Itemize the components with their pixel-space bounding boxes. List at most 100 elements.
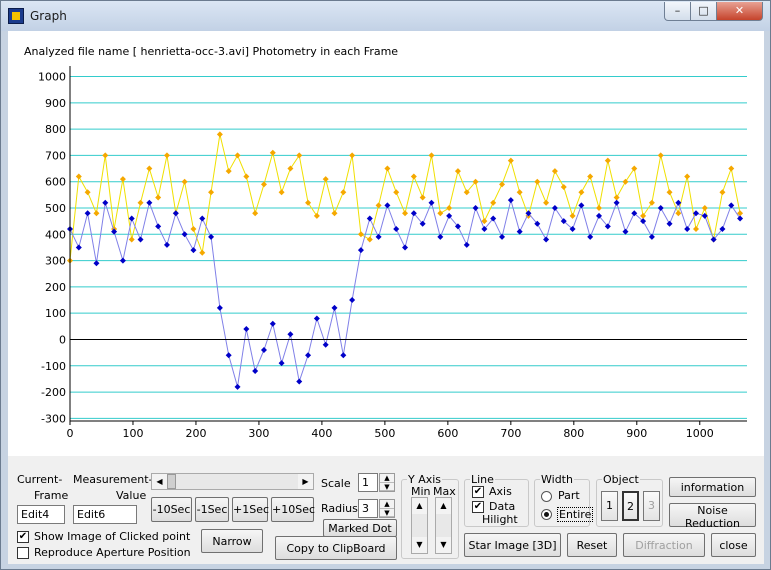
current-frame-input[interactable] [17,505,65,524]
series-1-point [675,210,682,217]
information-button[interactable]: information [669,477,756,497]
series-1-point [437,210,444,217]
y-min-up-icon[interactable]: ▲ [412,498,427,514]
radius-input[interactable] [358,499,378,518]
spin-up-icon[interactable]: ▲ [380,500,394,509]
series-1-point [393,189,400,196]
title-bar[interactable]: Graph – □ ✕ [1,1,770,31]
series-1-point [507,157,514,164]
y-min-down-icon[interactable]: ▼ [412,537,427,553]
y-tick-label: 600 [45,176,66,189]
data-hilight-checkbox[interactable]: ✔ [472,501,484,513]
series-2-point [472,205,479,211]
series-2-point [278,360,285,367]
y-max-up-icon[interactable]: ▲ [436,498,451,514]
reset-button[interactable]: Reset [567,533,617,557]
copy-to-clipboard-button[interactable]: Copy to ClipBoard [275,536,397,560]
series-1-point [163,152,170,159]
series-2-point [684,226,691,233]
series-1-point [146,165,153,172]
series-2-point [102,199,109,206]
measurement-value-input[interactable] [73,505,137,524]
spin-down-icon[interactable]: ▼ [380,509,394,517]
object-2-button[interactable]: 2 [622,491,639,521]
series-1-point [340,189,347,196]
series-2-point [446,212,453,219]
reproduce-aperture-label: Reproduce Aperture Position [34,546,191,559]
y-tick-label: 0 [59,333,66,346]
scale-spinner[interactable]: ▲ ▼ [379,473,395,492]
series-2-point [666,220,673,227]
scroll-left-icon[interactable]: ◀ [152,474,167,489]
narrow-button[interactable]: Narrow [201,529,263,553]
close-button[interactable]: close [711,533,756,557]
scroll-thumb[interactable] [167,474,176,489]
scroll-right-icon[interactable]: ▶ [298,474,313,489]
object-1-button[interactable]: 1 [601,491,618,521]
series-2-point [393,226,400,233]
photometry-chart[interactable]: Analyzed file name [ henrietta-occ-3.avi… [8,31,764,456]
reproduce-aperture-checkbox[interactable] [17,547,29,559]
y-axis-max-scroll[interactable]: ▲ ▼ [435,497,452,554]
star-image-3d-button[interactable]: Star Image [3D] [464,533,561,557]
data-label: Data [489,500,516,513]
diffraction-button[interactable]: Diffraction [623,533,705,557]
frame-scrollbar[interactable]: ◀ ▶ [151,473,314,490]
width-caption: Width [540,473,574,486]
series-2-point [454,223,461,230]
y-axis-min-label: Min [411,485,431,498]
noise-reduction-button[interactable]: Noise Reduction [669,503,756,530]
series-2-point [146,199,153,206]
close-window-button[interactable]: ✕ [716,2,763,21]
x-tick-label: 800 [563,427,584,440]
series-2-point [587,233,594,240]
y-axis-min-scroll[interactable]: ▲ ▼ [411,497,428,554]
series-2-point [560,218,567,225]
y-tick-label: 700 [45,149,66,162]
maximize-button[interactable]: □ [690,2,717,21]
series-2-point [313,315,320,322]
series-2-point [551,205,558,211]
spin-up-icon[interactable]: ▲ [380,474,394,483]
series-2-point [507,197,514,204]
series-2-point [640,218,647,225]
radius-spinner[interactable]: ▲ ▼ [379,499,395,518]
series-1-point [181,178,188,185]
series-1-point [463,189,470,196]
x-tick-label: 400 [311,427,332,440]
width-part-radio[interactable] [541,491,552,502]
series-layer[interactable] [67,131,744,390]
seek-plus-10sec-button[interactable]: +10Sec [271,497,315,522]
series-2-point [604,223,611,230]
series-1-point [296,152,303,159]
window-title: Graph [30,9,67,23]
y-max-down-icon[interactable]: ▼ [436,537,451,553]
series-2-point [84,210,91,217]
spin-down-icon[interactable]: ▼ [380,483,394,491]
show-image-clicked-checkbox[interactable]: ✔ [17,531,29,543]
chart-area[interactable]: Analyzed file name [ henrietta-occ-3.avi… [8,31,764,456]
series-2-point [331,304,338,311]
minimize-button[interactable]: – [664,2,691,21]
x-tick-label: 100 [122,427,143,440]
y-tick-label: 900 [45,97,66,110]
x-tick-label: 500 [374,427,395,440]
width-entire-radio[interactable] [541,509,552,520]
seek-minus-1sec-button[interactable]: -1Sec [195,497,229,522]
series-2-point [137,236,144,243]
scale-input[interactable] [358,473,378,492]
object-3-button[interactable]: 3 [643,491,660,521]
axis-checkbox[interactable]: ✔ [472,486,484,498]
y-tick-label: 1000 [38,71,66,84]
series-2-point [525,210,532,217]
seek-plus-1sec-button[interactable]: +1Sec [232,497,269,522]
seek-minus-10sec-button[interactable]: -10Sec [151,497,192,522]
series-1-point [516,189,523,196]
line-group: Line [464,473,529,527]
series-2-point [163,241,170,248]
marked-dot-button[interactable]: Marked Dot [323,519,397,537]
series-1-point [349,152,356,159]
series-1-point [278,189,285,196]
radius-label: Radius [321,502,358,515]
series-2-point [675,199,682,206]
